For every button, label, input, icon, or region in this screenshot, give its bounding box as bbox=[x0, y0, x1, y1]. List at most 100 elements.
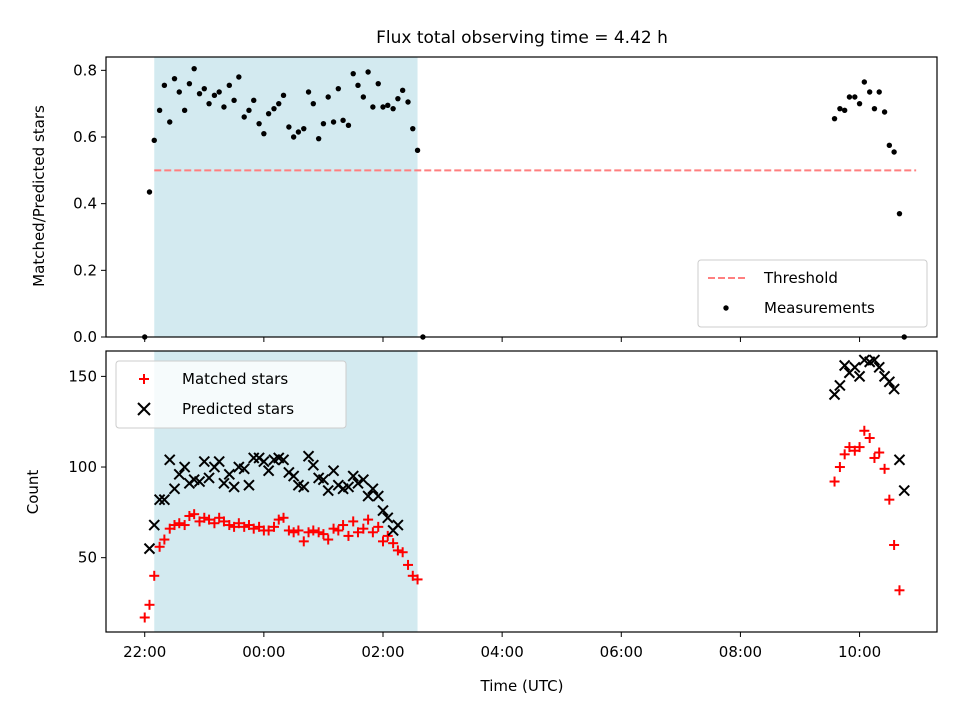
measurement-point bbox=[399, 87, 406, 94]
measurement-point bbox=[360, 94, 367, 100]
predicted-star-point bbox=[298, 481, 310, 493]
predicted-star-point bbox=[238, 463, 250, 475]
measurement-point bbox=[866, 89, 873, 95]
matched-star-point bbox=[149, 570, 160, 581]
predicted-star-point bbox=[327, 464, 340, 477]
matched-star-point bbox=[248, 523, 259, 534]
matched-star-point bbox=[834, 462, 845, 473]
predicted-star-point bbox=[243, 479, 255, 491]
matched-star-point bbox=[884, 494, 895, 505]
measurement-point bbox=[280, 92, 287, 99]
measurement-point bbox=[286, 124, 292, 130]
predicted-star-point bbox=[888, 383, 900, 395]
measurement-point bbox=[290, 134, 297, 140]
predicted-star-point bbox=[218, 477, 230, 490]
measurement-point bbox=[265, 110, 272, 117]
measurement-point bbox=[841, 107, 848, 114]
measurement-point bbox=[350, 70, 356, 77]
measurement-point bbox=[891, 149, 897, 155]
predicted-star-point bbox=[228, 481, 240, 493]
matched-star-point bbox=[313, 527, 324, 538]
matched-star-point bbox=[352, 527, 363, 538]
legend-label: Predicted stars bbox=[182, 400, 294, 418]
measurement-point bbox=[201, 85, 207, 92]
legend-measurement-swatch bbox=[723, 305, 729, 311]
measurement-point bbox=[295, 129, 302, 135]
predicted-star-point bbox=[158, 493, 171, 506]
y-tick-label: 0.6 bbox=[73, 128, 97, 146]
measurement-point bbox=[330, 119, 337, 125]
x-tick-label: 02:00 bbox=[361, 643, 404, 661]
predicted-star-point bbox=[223, 468, 236, 480]
y-tick-label: 0.0 bbox=[73, 328, 97, 346]
matched-star-point bbox=[378, 536, 388, 547]
legend: Threshold Measurements bbox=[697, 259, 928, 328]
measurement-point bbox=[405, 99, 411, 105]
predicted-star-point bbox=[307, 459, 320, 471]
measurement-point bbox=[256, 120, 262, 127]
matched-star-point bbox=[283, 525, 294, 536]
bottom-panel: 50 100 150 22:00 00:00 02:00 04:00 06:00 08:00 10… bbox=[68, 350, 938, 661]
measurement-point bbox=[876, 89, 882, 95]
measurement-point bbox=[167, 119, 173, 125]
measurement-point bbox=[156, 107, 163, 114]
measurement-point bbox=[146, 189, 153, 195]
measurement-point bbox=[216, 89, 222, 95]
predicted-star-point bbox=[322, 484, 334, 497]
matched-star-point bbox=[363, 514, 374, 525]
predicted-star-point bbox=[382, 512, 394, 524]
measurement-point bbox=[871, 105, 878, 112]
measurement-point bbox=[355, 82, 361, 89]
predicted-star-point bbox=[362, 490, 374, 502]
matched-star-point bbox=[293, 525, 304, 536]
matched-star-point bbox=[273, 514, 284, 525]
matched-star-point bbox=[268, 521, 279, 532]
predicted-star-point bbox=[367, 483, 379, 495]
y-tick-label: 150 bbox=[68, 367, 97, 385]
legend-box bbox=[697, 259, 928, 328]
measurement-point bbox=[320, 120, 327, 127]
matched-star-point bbox=[179, 520, 190, 531]
matched-star-point bbox=[189, 509, 200, 520]
measurement-point bbox=[241, 114, 247, 120]
legend-label: Threshold bbox=[763, 269, 838, 287]
matched-star-point bbox=[303, 527, 314, 538]
measurement-point bbox=[375, 80, 381, 87]
axes-frame bbox=[105, 56, 938, 338]
top-y-axis-label: Matched/Predicted stars bbox=[30, 105, 48, 287]
predicted-star-point bbox=[342, 481, 355, 493]
matched-star-point bbox=[412, 574, 423, 585]
matched-star-point bbox=[844, 442, 855, 453]
y-tick-label: 50 bbox=[78, 549, 97, 567]
matched-star-point bbox=[397, 547, 408, 558]
axes-frame bbox=[105, 350, 938, 633]
matched-star-point bbox=[854, 442, 865, 453]
x-tick-label: 00:00 bbox=[242, 643, 285, 661]
matched-star-point bbox=[392, 545, 403, 556]
predicted-star-point bbox=[893, 454, 906, 466]
matched-star-point bbox=[889, 539, 900, 550]
measurement-point bbox=[226, 82, 233, 89]
measurement-point bbox=[370, 104, 376, 110]
matched-star-point bbox=[382, 530, 393, 541]
measurement-point bbox=[856, 100, 863, 107]
measurement-point bbox=[325, 94, 331, 100]
measurement-point bbox=[315, 135, 322, 142]
x-tick-label: 22:00 bbox=[123, 643, 166, 661]
chart-title: Flux total observing time = 4.42 h bbox=[376, 28, 668, 48]
predicted-star-point bbox=[287, 470, 300, 482]
x-tick-label: 06:00 bbox=[600, 643, 643, 661]
predicted-star-point bbox=[828, 388, 841, 401]
measurement-point bbox=[251, 97, 257, 104]
measurement-point bbox=[301, 125, 307, 132]
predicted-star-point bbox=[148, 519, 160, 531]
matched-star-point bbox=[388, 538, 399, 549]
predicted-star-point bbox=[302, 450, 315, 462]
legend-predicted-swatch bbox=[137, 402, 151, 416]
matched-star-point bbox=[298, 536, 309, 547]
predicted-star-point bbox=[357, 474, 370, 486]
measurement-point bbox=[414, 147, 421, 154]
predicted-star-point bbox=[198, 455, 210, 468]
predicted-star-point bbox=[193, 475, 206, 488]
